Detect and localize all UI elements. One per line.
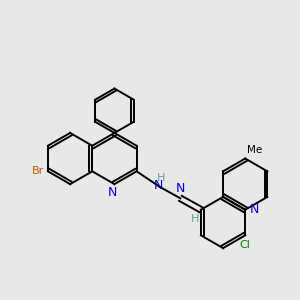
Text: Cl: Cl	[240, 240, 251, 250]
Text: H: H	[190, 214, 199, 224]
Text: H: H	[157, 173, 166, 183]
Text: N: N	[107, 185, 117, 199]
Text: N: N	[250, 203, 259, 216]
Text: N: N	[176, 182, 185, 195]
Text: Br: Br	[32, 166, 44, 176]
Text: N: N	[154, 179, 163, 192]
Text: Me: Me	[247, 145, 262, 155]
